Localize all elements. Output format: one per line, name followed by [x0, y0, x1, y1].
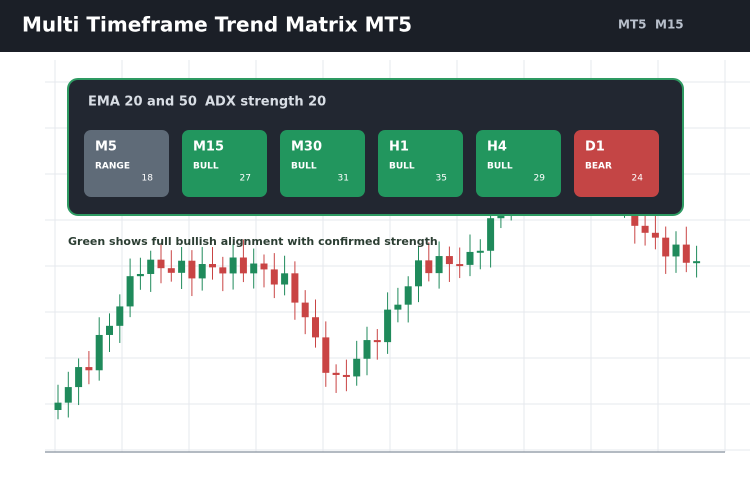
candle-body [85, 367, 93, 371]
candle-body [167, 268, 175, 273]
candle-body [75, 367, 83, 388]
candle-body [229, 257, 237, 274]
candle-body [651, 232, 659, 238]
candle-body [466, 251, 474, 265]
candle-body [672, 244, 680, 257]
tile-state: BULL [193, 162, 219, 172]
tile-state: BEAR [585, 162, 612, 172]
candle-body [188, 260, 196, 279]
candle-body [95, 334, 103, 371]
candle-body [157, 259, 165, 269]
candle-body [312, 317, 319, 338]
tile-state: RANGE [95, 162, 130, 172]
tile-timeframe: M30 [291, 140, 322, 155]
tile[interactable] [182, 130, 267, 197]
tile-timeframe: M15 [193, 140, 224, 155]
candle-body [270, 269, 278, 285]
tab[interactable]: M15 [655, 18, 684, 32]
tile-strength: 35 [436, 174, 447, 184]
candle-body [219, 267, 227, 274]
candle-body [260, 263, 268, 270]
note: Green shows full bullish alignment with … [68, 235, 438, 248]
candle-body [693, 261, 701, 264]
candle-body [332, 372, 340, 375]
setting: EMA 20 and 50 [88, 95, 197, 110]
candle-body [373, 340, 381, 343]
candle-body [342, 374, 350, 377]
app-title: Multi Timeframe Trend Matrix MT5 [22, 13, 412, 37]
candle-body [281, 273, 289, 285]
candle-body [301, 302, 309, 318]
header-bar [0, 0, 750, 52]
tile[interactable] [84, 130, 169, 197]
candle-body [641, 225, 649, 233]
tile-timeframe: D1 [585, 140, 605, 155]
candle-body [487, 218, 495, 251]
tile[interactable] [280, 130, 365, 197]
candle-body [456, 264, 464, 267]
candle-body [291, 273, 299, 303]
candle-body [250, 263, 258, 274]
candle-body [54, 402, 62, 410]
candle-body [353, 358, 361, 377]
candle-body [106, 325, 113, 335]
tile-timeframe: H1 [389, 140, 409, 155]
candle-body [415, 260, 422, 287]
candle-body [662, 237, 670, 257]
tile[interactable] [378, 130, 463, 197]
candle-body [435, 256, 443, 274]
tile[interactable] [574, 130, 659, 197]
candle-body [476, 250, 484, 253]
tile-state: BULL [487, 162, 513, 172]
tile-strength: 29 [534, 174, 546, 184]
candle-body [384, 309, 392, 343]
candle-body [209, 264, 216, 268]
tile-strength: 18 [142, 174, 154, 184]
candle-body [147, 259, 155, 274]
candle-body [404, 286, 412, 305]
candle-body [394, 304, 402, 310]
candle-body [136, 273, 144, 277]
setting: ADX strength 20 [205, 95, 326, 110]
tile-strength: 24 [632, 174, 644, 184]
candle-body [126, 276, 134, 307]
tiles: M5 RANGE 18 M15 BULL 27 M30 BULL 31 H1 BULL 35 H4 BUL… [84, 130, 659, 197]
candle-body [239, 257, 247, 274]
candle-body [322, 337, 330, 373]
tile-state: BULL [291, 162, 317, 172]
candle-body [178, 260, 186, 273]
candle-body [64, 387, 72, 403]
tile-strength: 27 [240, 174, 251, 184]
tab[interactable]: MT5 [618, 18, 646, 32]
tile-timeframe: H4 [487, 140, 507, 155]
tile-strength: 31 [338, 174, 349, 184]
candle-body [425, 260, 433, 274]
candle-body [116, 306, 124, 326]
candle-body [363, 340, 371, 359]
candle-body [198, 264, 206, 279]
candle-body [682, 244, 690, 263]
tile-timeframe: M5 [95, 140, 117, 155]
candle-body [445, 256, 453, 265]
tile[interactable] [476, 130, 561, 197]
tile-state: BULL [389, 162, 415, 172]
